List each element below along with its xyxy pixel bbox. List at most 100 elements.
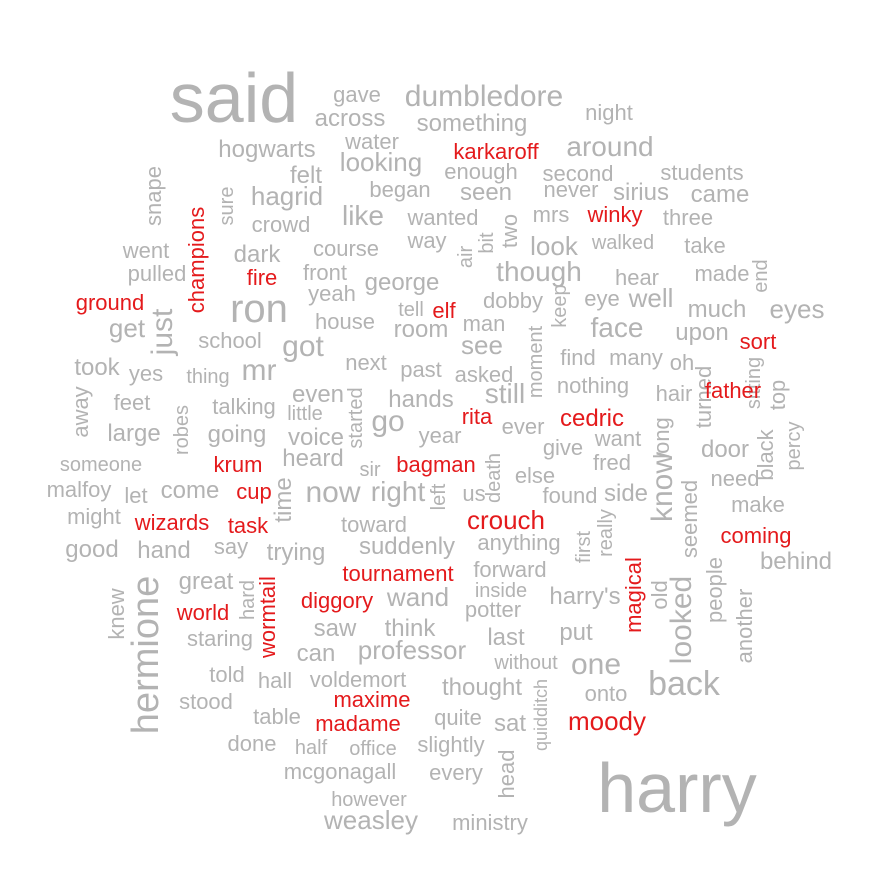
word-many: many: [609, 345, 663, 370]
word-world: world: [176, 600, 230, 625]
word-saw: saw: [314, 615, 357, 642]
word-sure: sure: [216, 187, 238, 226]
word-knew: knew: [104, 588, 129, 639]
word-death: death: [483, 453, 505, 503]
word-long: long: [649, 417, 674, 459]
word-told: told: [209, 662, 244, 687]
word-wanted: wanted: [407, 205, 479, 230]
word-said: said: [170, 59, 298, 137]
word-man: man: [463, 311, 506, 336]
word-door: door: [701, 436, 749, 463]
word-yeah: yeah: [308, 281, 356, 306]
word-came: came: [691, 181, 750, 208]
word-tell: tell: [398, 299, 424, 321]
word-quidditch: quidditch: [531, 679, 551, 751]
word-enough: enough: [444, 159, 517, 184]
word-ever: ever: [502, 414, 545, 439]
word-coming: coming: [721, 523, 792, 548]
word-going: going: [208, 421, 267, 448]
word-madame: madame: [315, 711, 401, 736]
word-people: people: [702, 557, 727, 623]
word-second: second: [543, 161, 614, 186]
word-side: side: [604, 480, 648, 507]
word-inside: inside: [475, 580, 527, 602]
word-nothing: nothing: [557, 373, 629, 398]
word-next: next: [345, 350, 387, 375]
word-see: see: [461, 330, 503, 360]
word-front: front: [303, 260, 347, 285]
word-ron: ron: [230, 287, 288, 331]
word-just: just: [146, 308, 179, 356]
word-turned: turned: [691, 366, 716, 428]
word-look: look: [530, 231, 579, 261]
word-behind: behind: [760, 548, 832, 575]
word-come: come: [161, 477, 220, 504]
word-room: room: [394, 316, 449, 343]
word-moment: moment: [525, 325, 547, 398]
word-like: like: [342, 200, 384, 231]
word-seen: seen: [460, 179, 512, 206]
word-get: get: [109, 313, 146, 343]
word-quite: quite: [434, 705, 482, 730]
word-stood: stood: [179, 689, 233, 714]
word-sort: sort: [740, 329, 777, 354]
word-really: really: [595, 509, 617, 557]
word-find: find: [560, 345, 595, 370]
word-course: course: [313, 236, 379, 261]
word-away: away: [68, 386, 93, 437]
word-bagman: bagman: [396, 452, 476, 477]
word-asked: asked: [455, 362, 514, 387]
word-right: right: [371, 476, 426, 507]
word-seemed: seemed: [677, 480, 702, 558]
word-oh: oh: [670, 350, 694, 375]
word-left: left: [428, 483, 450, 510]
word-know: know: [646, 452, 679, 522]
word-someone: someone: [60, 454, 142, 476]
word-make: make: [731, 492, 785, 517]
word-dark: dark: [234, 241, 282, 268]
word-hear: hear: [615, 265, 659, 290]
word-looking: looking: [340, 147, 422, 177]
word-another: another: [732, 589, 757, 664]
word-feet: feet: [114, 390, 151, 415]
word-way: way: [406, 228, 446, 253]
word-sirius: sirius: [613, 179, 669, 206]
word-dumbledore: dumbledore: [405, 80, 563, 113]
word-father: father: [705, 378, 761, 403]
word-something: something: [417, 110, 528, 137]
word-even: even: [292, 381, 344, 408]
word-heard: heard: [282, 445, 343, 472]
word-professor: professor: [358, 635, 467, 665]
word-hermione: hermione: [125, 576, 167, 734]
word-gave: gave: [333, 82, 381, 107]
word-got: got: [282, 330, 324, 363]
word-go: go: [371, 405, 404, 438]
word-large: large: [107, 420, 160, 447]
word-wizards: wizards: [134, 510, 210, 535]
word-snape: snape: [141, 166, 166, 226]
word-pulled: pulled: [128, 261, 187, 286]
word-toward: toward: [341, 512, 407, 537]
word-harry: harry: [597, 749, 756, 827]
word-never: never: [543, 177, 598, 202]
word-us: us: [462, 481, 485, 506]
word-else: else: [515, 463, 555, 488]
word-voice: voice: [288, 424, 344, 451]
word-last: last: [487, 624, 525, 651]
word-crouch: crouch: [467, 505, 545, 535]
word-give: give: [543, 435, 583, 460]
word-ground: ground: [76, 290, 145, 315]
word-elf: elf: [432, 298, 456, 323]
word-school: school: [198, 328, 262, 353]
word-back: back: [648, 665, 721, 703]
word-fred: fred: [593, 450, 631, 475]
word-began: began: [369, 177, 430, 202]
word-year: year: [419, 423, 462, 448]
word-face: face: [591, 312, 644, 343]
word-eye: eye: [584, 286, 619, 311]
word-ministry: ministry: [452, 810, 528, 835]
word-water: water: [344, 129, 399, 154]
word-trying: trying: [267, 539, 326, 566]
word-mrs: mrs: [533, 202, 570, 227]
